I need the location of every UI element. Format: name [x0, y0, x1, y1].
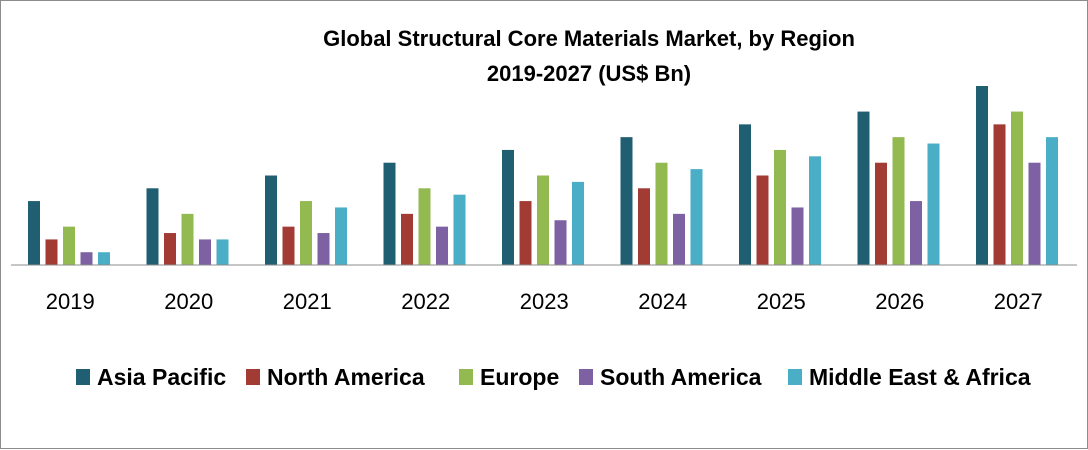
bar-2027-middle-east-africa [1046, 137, 1058, 265]
bar-2021-middle-east-africa [335, 207, 347, 265]
legend-item: Europe [459, 364, 559, 390]
legend-label: Asia Pacific [97, 364, 226, 390]
bar-2026-europe [892, 137, 905, 265]
x-tick-label: 2019 [46, 289, 95, 314]
bar-2020-south-america [199, 239, 211, 265]
bar-2022-north-america [401, 213, 413, 265]
bar-2019-south-america [80, 252, 93, 265]
legend-item: South America [579, 364, 762, 390]
bar-2020-asia-pacific [146, 188, 159, 265]
bar-2027-europe [1011, 111, 1023, 265]
legend-item: Middle East & Africa [788, 364, 1031, 390]
bar-2025-middle-east-africa [809, 156, 821, 265]
x-tick-label: 2023 [520, 289, 569, 314]
legend-swatch [788, 369, 802, 385]
bar-2024-europe [655, 162, 668, 265]
legend-label: Middle East & Africa [809, 364, 1031, 390]
bar-2021-south-america [317, 233, 330, 265]
bar-2020-europe [181, 213, 194, 265]
bar-2025-south-america [791, 207, 804, 265]
bar-2023-asia-pacific [502, 149, 514, 265]
chart-subtitle: 2019-2027 (US$ Bn) [487, 61, 691, 86]
bar-2025-asia-pacific [739, 124, 751, 265]
x-tick-label: 2025 [757, 289, 806, 314]
bar-2027-asia-pacific [976, 86, 988, 265]
bar-2020-middle-east-africa [216, 239, 229, 265]
bar-2027-north-america [993, 124, 1006, 265]
bar-2023-middle-east-africa [572, 181, 584, 265]
legend-label: South America [600, 364, 762, 390]
bar-2019-asia-pacific [28, 201, 40, 265]
legend-swatch [459, 369, 473, 385]
legend-swatch [76, 369, 90, 385]
bar-2024-south-america [673, 213, 685, 265]
legend-label: Europe [480, 364, 559, 390]
bar-2020-north-america [164, 233, 176, 265]
x-tick-label: 2027 [994, 289, 1043, 314]
bar-2021-north-america [282, 226, 295, 265]
bar-2026-north-america [875, 162, 887, 265]
bar-2023-europe [537, 175, 549, 265]
x-tick-label: 2024 [638, 289, 687, 314]
legend-item: Asia Pacific [76, 364, 226, 390]
bar-2026-south-america [910, 201, 922, 265]
legend: Asia Pacific North America Europe South Ame… [76, 364, 1031, 390]
bar-2025-europe [774, 149, 786, 265]
bar-2026-asia-pacific [857, 111, 870, 265]
bar-2022-europe [418, 188, 431, 265]
legend-label: North America [267, 364, 425, 390]
bar-2022-south-america [436, 226, 448, 265]
legend-swatch [246, 369, 260, 385]
bar-2025-north-america [756, 175, 769, 265]
bar-2019-europe [63, 226, 75, 265]
legend-swatch [579, 369, 593, 385]
bar-2023-north-america [519, 201, 532, 265]
legend-item: North America [246, 364, 425, 390]
bar-2027-south-america [1028, 162, 1041, 265]
bars-group [28, 86, 1058, 265]
bar-2026-middle-east-africa [927, 143, 940, 265]
x-tick-label: 2022 [401, 289, 450, 314]
bar-2022-asia-pacific [383, 162, 396, 265]
x-tick-label: 2026 [875, 289, 924, 314]
bar-2021-asia-pacific [265, 175, 277, 265]
bar-2024-north-america [638, 188, 650, 265]
bar-2024-asia-pacific [620, 137, 633, 265]
bar-2024-middle-east-africa [690, 169, 703, 265]
chart-title: Global Structural Core Materials Market,… [323, 26, 855, 51]
bar-2019-middle-east-africa [98, 252, 110, 265]
bar-2021-europe [300, 201, 312, 265]
bar-2023-south-america [554, 220, 567, 265]
x-tick-label: 2020 [164, 289, 213, 314]
bar-2019-north-america [45, 239, 58, 265]
x-tick-labels: 2019 2020 2021 2022 2023 2024 2025 2026 2027 [46, 289, 1043, 314]
x-tick-label: 2021 [283, 289, 332, 314]
bar-2022-middle-east-africa [453, 194, 466, 265]
